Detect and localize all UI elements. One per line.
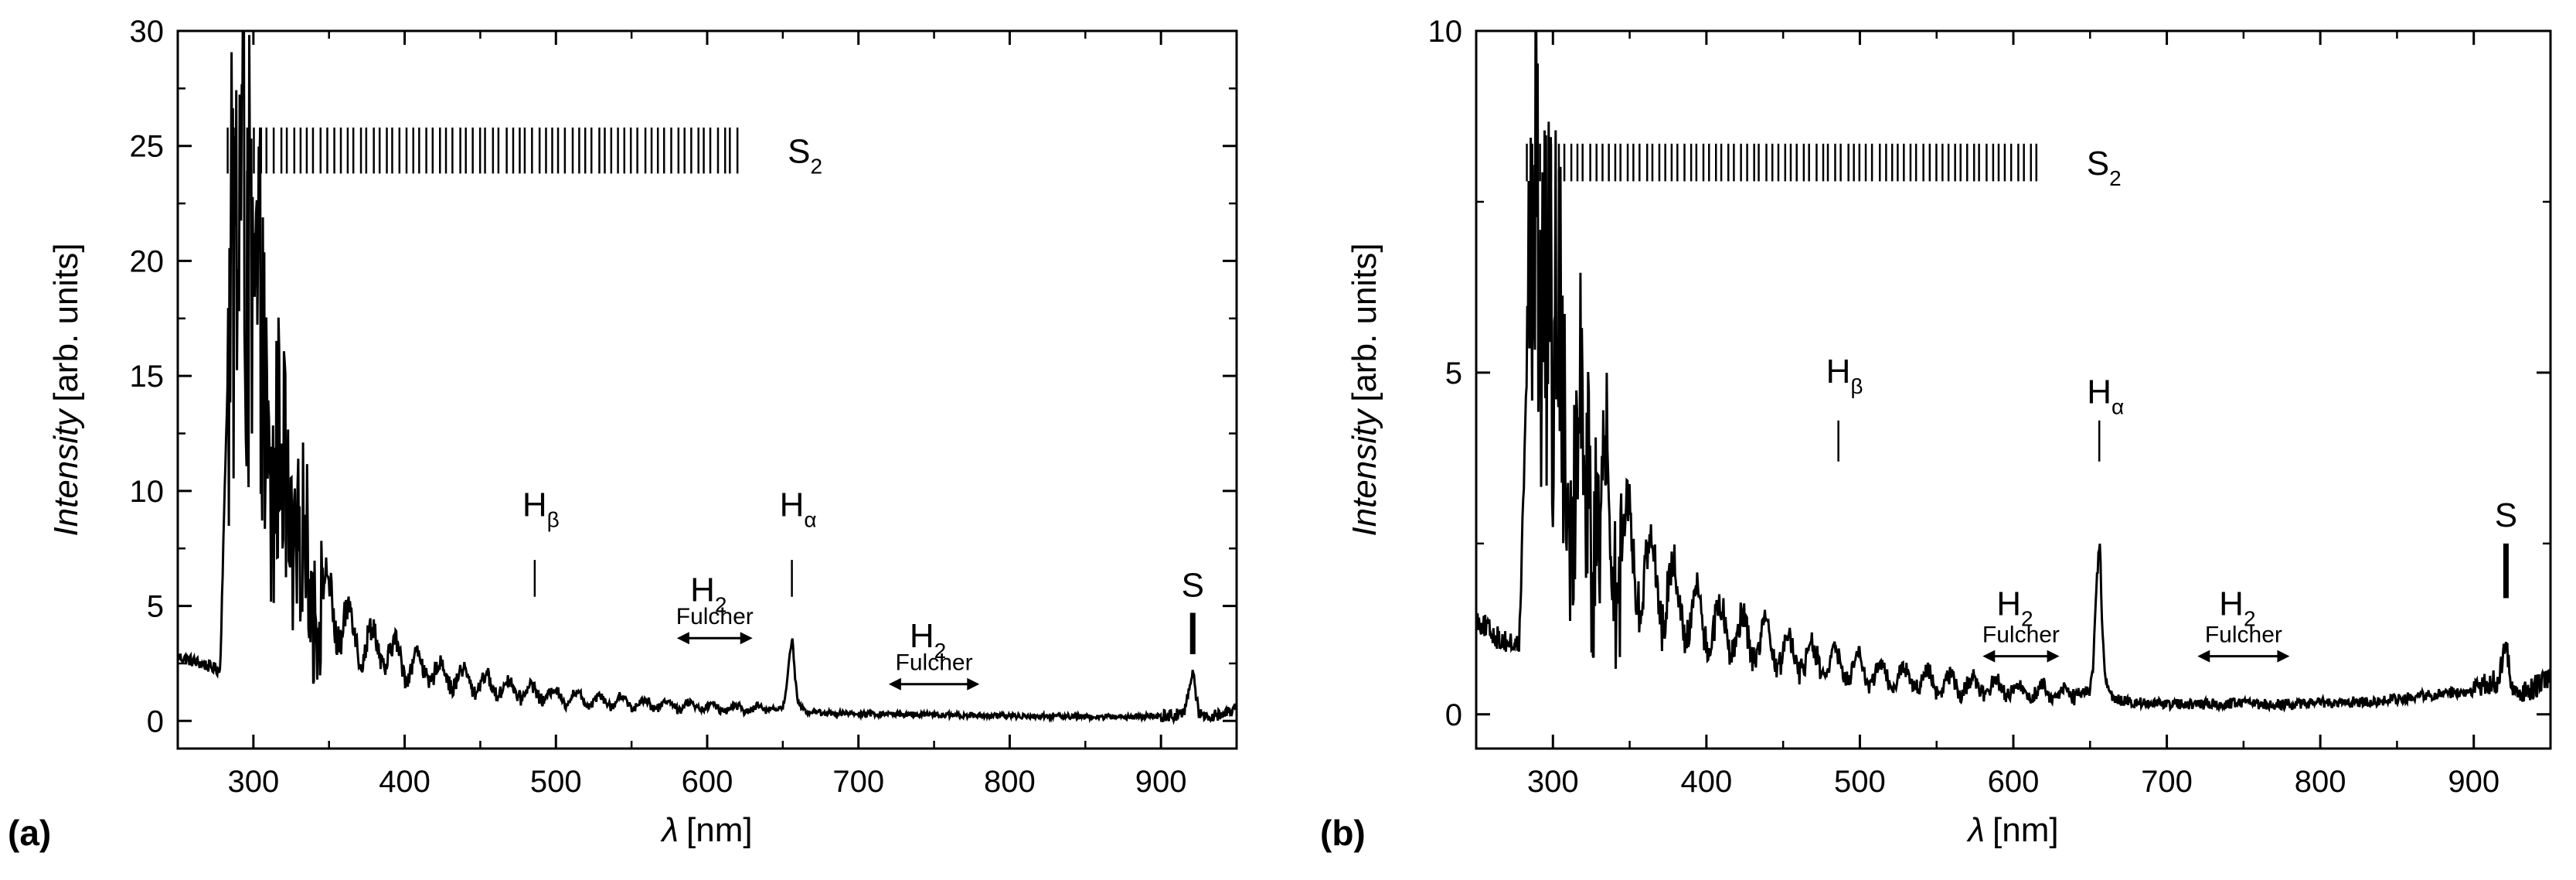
h2-label-main: H [910,617,934,655]
x-tick-label: 700 [832,765,884,799]
spectrum-line [1476,31,2550,713]
s2-label: S2 [2087,145,2122,190]
fulcher-arrow-head-left [2197,650,2210,663]
y-tick-label: 30 [130,15,165,49]
chart-panel-a: 300 400 500 600 700 800 900 0 5 10 15 20 25 30 λ [nm] In… [8,15,1238,853]
x-axis-title-unit: [nm] [686,811,753,849]
h-alpha-label-main: H [2087,373,2112,411]
h2-label-main: H [2219,585,2244,623]
y-tick-label: 5 [147,590,164,624]
y-tick-label: 5 [1445,356,1462,391]
h-beta-label-sub: β [547,508,560,532]
h-alpha-label: Hα [2087,373,2124,419]
x-tick-label: 300 [1527,765,1579,799]
y-tick-label: 25 [130,130,165,164]
y-axis-title: Intensity [arb. units] [47,243,85,536]
y-tick-label: 15 [130,360,165,394]
h2-label: H2 [690,571,727,617]
fulcher-label: Fulcher [2205,622,2282,648]
y-tick-label: 0 [147,704,164,738]
y-axis-title-unit: [arb. units] [1346,243,1383,401]
x-tick-label: 600 [1988,765,2040,799]
s2-label-main: S [788,133,810,171]
fulcher-arrow-head-right [2047,650,2060,663]
h-beta-label-sub: β [1850,374,1863,398]
x-tick-label: 400 [1680,765,1732,799]
sulfur-label: S [2495,496,2517,534]
h-beta-label-main: H [1826,353,1851,391]
h2-label: H2 [1996,585,2033,631]
x-axis-title: λ [nm] [1966,811,2058,849]
fulcher-label: Fulcher [1982,622,2060,648]
h-alpha-label-sub: α [2112,395,2124,419]
fulcher-label: Fulcher [676,604,754,629]
h-beta-label: Hβ [1826,353,1863,398]
x-tick-label: 900 [1135,765,1187,799]
s2-label: S2 [788,133,822,179]
fulcher-arrow-head-right [740,632,753,645]
y-axis-title-name: Intensity [47,408,85,537]
x-tick-label: 800 [984,765,1036,799]
y-tick-label: 10 [1428,15,1463,49]
x-axis-title-symbol: λ [660,811,679,849]
x-axis-title-symbol: λ [1966,811,1985,849]
fulcher-arrow-head-right [967,677,980,691]
fulcher-arrow-head-right [2277,650,2290,663]
panel-label: (a) [8,813,51,853]
y-tick-label: 10 [130,475,165,509]
x-tick-label: 800 [2295,765,2346,799]
h2-label: H2 [910,617,946,663]
s2-label-main: S [2087,145,2109,182]
h-alpha-label-sub: α [804,508,816,532]
h-beta-label: Hβ [522,486,560,532]
fulcher-label: Fulcher [896,650,973,676]
sulfur-label-main: S [1182,567,1204,605]
y-axis-title-unit: [arb. units] [47,243,85,401]
h2-label: H2 [2219,585,2255,631]
y-tick-label: 20 [130,244,165,278]
x-tick-label: 500 [530,765,582,799]
x-axis-title-unit: [nm] [1992,811,2059,849]
h2-label-sub: 2 [2244,607,2256,631]
x-tick-label: 300 [227,765,279,799]
chart-panel-b: 300 400 500 600 700 800 900 0 5 10 λ [nm] Intensity [… [1320,15,2552,853]
h-alpha-label-main: H [780,486,805,524]
x-tick-label: 500 [1834,765,1886,799]
h-beta-label-main: H [522,486,547,524]
y-axis-title-name: Intensity [1346,408,1383,537]
h-alpha-label: Hα [780,486,817,532]
h2-label-main: H [690,571,715,609]
fulcher-arrow-head-left [888,677,901,691]
x-tick-label: 900 [2448,765,2499,799]
x-tick-label: 400 [379,765,430,799]
fulcher-arrow-head-left [1982,650,1996,663]
fulcher-arrow-head-left [676,632,689,645]
spectrum-line [178,31,1237,725]
x-tick-label: 600 [682,765,733,799]
s2-label-sub: 2 [2109,166,2122,190]
sulfur-label: S [1182,567,1204,605]
h2-label-sub: 2 [715,593,727,617]
panel-label: (b) [1320,813,1366,853]
h2-label-sub: 2 [934,639,947,663]
y-tick-label: 0 [1445,698,1462,732]
h2-label-main: H [1996,585,2021,623]
h2-label-sub: 2 [2021,607,2033,631]
s2-label-sub: 2 [811,155,823,179]
y-axis-title: Intensity [arb. units] [1346,243,1383,536]
x-tick-label: 700 [2141,765,2193,799]
x-axis-title: λ [nm] [660,811,752,849]
sulfur-label-main: S [2495,496,2517,534]
